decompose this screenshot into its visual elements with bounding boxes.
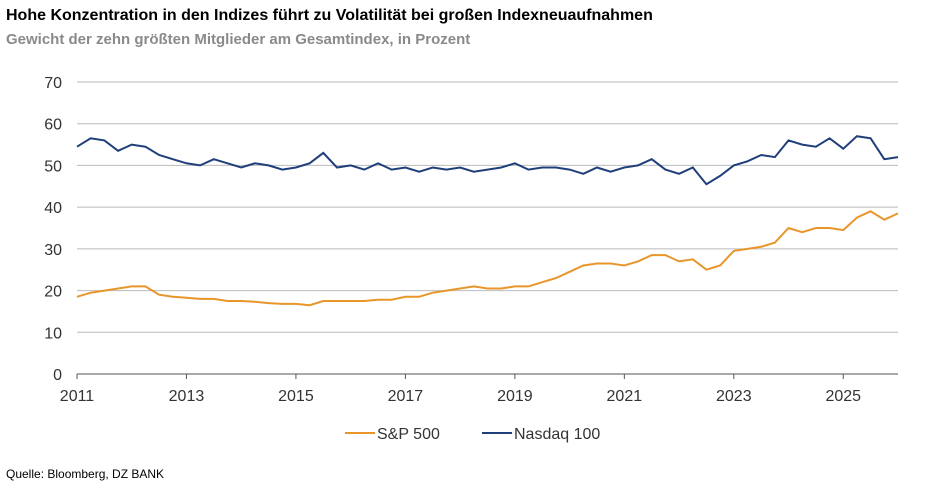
x-tick-label: 2019	[497, 388, 533, 405]
x-tick-label: 2015	[278, 388, 314, 405]
y-tick-label: 40	[44, 200, 62, 217]
x-tick-label: 2021	[607, 388, 643, 405]
y-tick-label: 60	[44, 117, 62, 134]
chart-title: Hohe Konzentration in den Indizes führt …	[6, 7, 653, 24]
source: Quelle: Bloomberg, DZ BANK	[6, 467, 164, 481]
x-tick-label: 2013	[169, 388, 205, 405]
series-line	[76, 135, 899, 186]
y-tick-label: 10	[44, 325, 62, 342]
x-tick-label: 2017	[388, 388, 424, 405]
x-tick-label: 2025	[825, 388, 861, 405]
chart-subtitle: Gewicht der zehn größten Mitglieder am G…	[6, 31, 470, 48]
y-tick-label: 20	[44, 284, 62, 301]
y-tick-label: 70	[44, 75, 62, 92]
x-tick-label: 2011	[60, 388, 95, 405]
x-tick-label: 2023	[716, 388, 752, 405]
legend-label: S&P 500	[377, 426, 440, 443]
y-tick-label: 30	[44, 242, 62, 259]
y-tick-label: 0	[53, 367, 62, 384]
legend-label: Nasdaq 100	[514, 426, 600, 443]
series-line	[76, 210, 899, 307]
y-tick-label: 50	[44, 158, 62, 175]
